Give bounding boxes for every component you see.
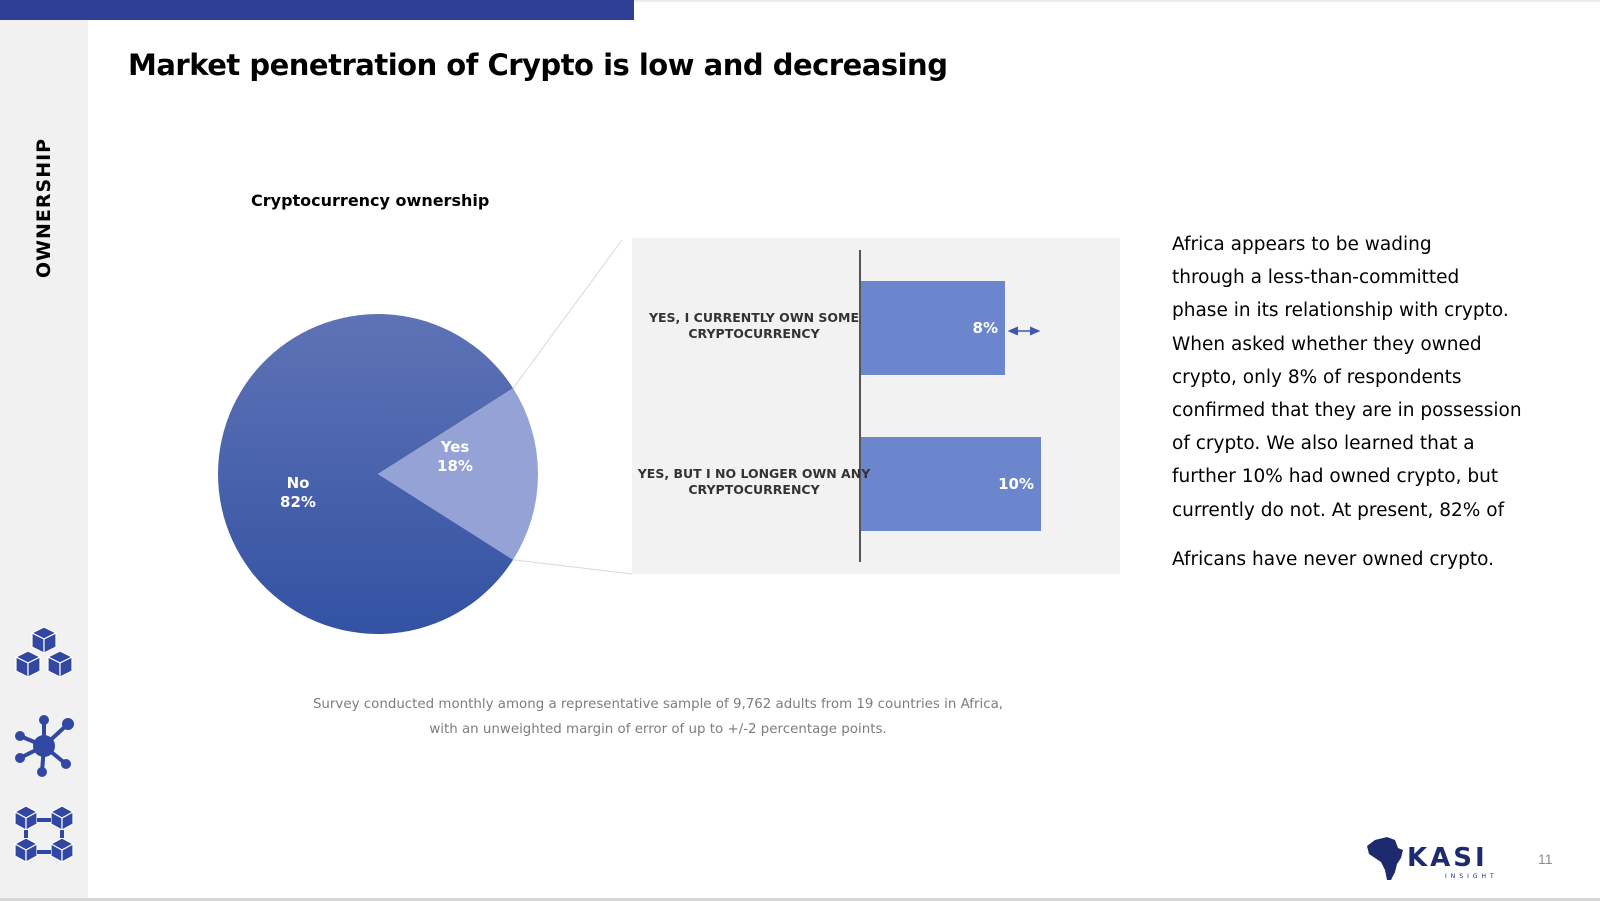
narrative-line: of crypto. We also learned that a	[1172, 433, 1475, 455]
bar-1	[861, 281, 1005, 375]
narrative-line: crypto, only 8% of respondents	[1172, 366, 1462, 388]
footnote-line-2: with an unweighted margin of error of up…	[429, 721, 887, 737]
kasi-insight-logo: KASI INSIGHT	[1365, 836, 1521, 882]
network-icon	[12, 714, 76, 778]
connector-line-bottom	[513, 559, 633, 575]
top-divider	[634, 0, 1600, 2]
connector-line-top	[512, 239, 623, 389]
pie-label-yes: Yes	[440, 438, 470, 456]
narrative-line: further 10% had owned crypto, but	[1172, 466, 1499, 488]
narrative-line: currently do not. At present, 82% of	[1172, 499, 1505, 521]
narrative-text: Africa appears to be wading through a les…	[1172, 228, 1532, 576]
narrative-line: through a less-than-committed	[1172, 267, 1460, 289]
bar-category-label: CRYPTOCURRENCY	[688, 482, 820, 497]
bar-2	[861, 437, 1041, 531]
narrative-line: Africans have never owned crypto.	[1172, 548, 1494, 570]
pie-value-yes: 18%	[437, 457, 473, 475]
top-accent-bar	[0, 0, 634, 20]
bar-category-label: YES, I CURRENTLY OWN SOME	[648, 310, 859, 325]
bar-category-label: CRYPTOCURRENCY	[688, 326, 820, 341]
page-title: Market penetration of Crypto is low and …	[128, 48, 948, 82]
linked-blocks-icon	[12, 804, 76, 868]
page-number: 11	[1538, 851, 1553, 867]
bar-category-label: YES, BUT I NO LONGER OWN ANY	[637, 466, 871, 481]
narrative-line: Africa appears to be wading	[1172, 234, 1432, 255]
bar-value-label: 8%	[973, 319, 998, 337]
pie-value-no: 82%	[280, 493, 316, 511]
footnote-line-1: Survey conducted monthly among a represe…	[312, 697, 1004, 712]
cubes-icon	[12, 624, 76, 688]
pie-slice-no	[218, 314, 514, 634]
bottom-border	[0, 898, 1600, 901]
logo-subtext: INSIGHT	[1445, 873, 1498, 880]
pie-slice-yes	[378, 388, 538, 560]
logo-text: KASI	[1407, 843, 1488, 873]
narrative-line: When asked whether they owned	[1172, 333, 1482, 355]
bar-value-label: 10%	[998, 475, 1034, 493]
pie-label-no: No	[287, 474, 310, 492]
africa-map-icon	[1367, 837, 1403, 880]
survey-footnote: Survey conducted monthly among a represe…	[250, 693, 1066, 742]
chart-title: Cryptocurrency ownership	[251, 191, 490, 210]
narrative-line: confirmed that they are in possession	[1172, 400, 1522, 422]
narrative-line: phase in its relationship with crypto.	[1172, 300, 1509, 322]
